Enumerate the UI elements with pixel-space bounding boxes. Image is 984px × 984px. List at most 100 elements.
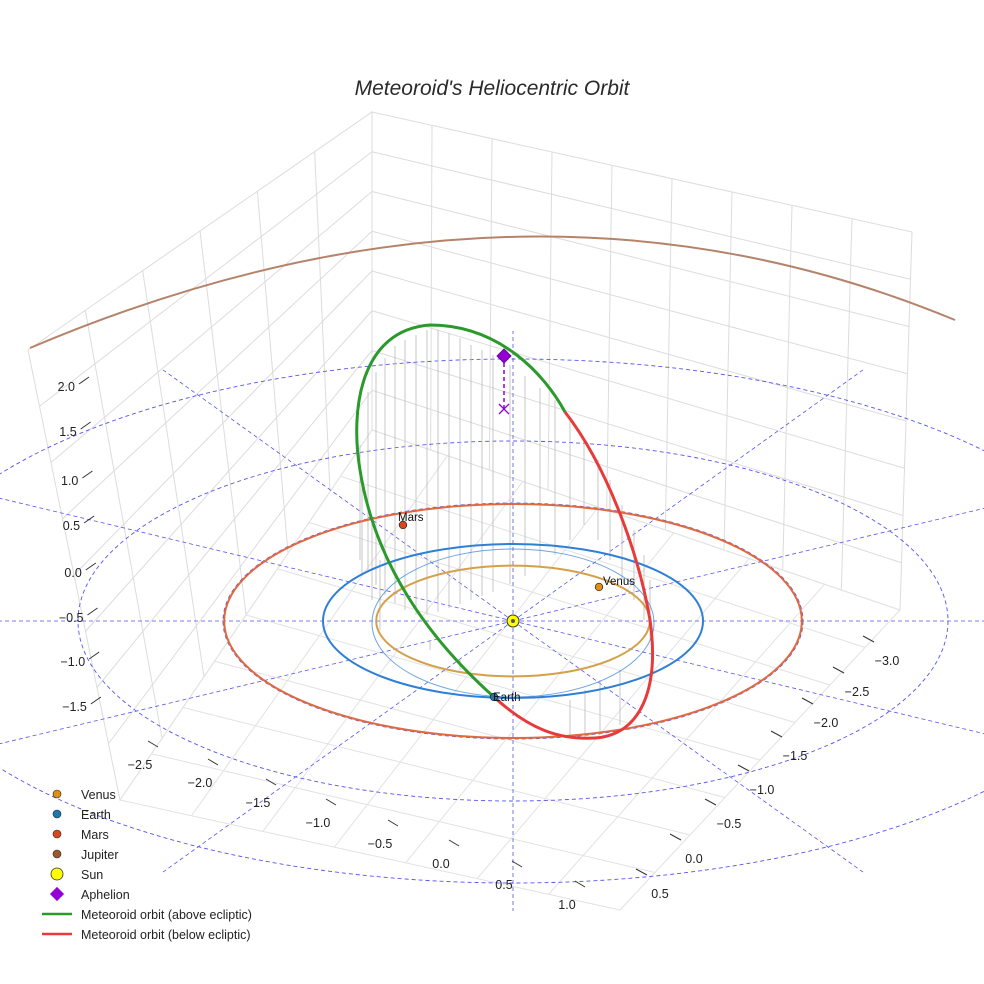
gridline: [108, 389, 373, 745]
z-tick-label: 2.0: [58, 380, 75, 394]
floor-gridline: [619, 609, 901, 911]
venus-label: Venus: [603, 576, 635, 588]
legend-meteoroid-below: Meteoroid orbit (below ecliptic): [81, 928, 251, 942]
legend-meteoroid-above: Meteoroid orbit (above ecliptic): [81, 908, 252, 922]
legend-jupiter-symbol: [52, 849, 62, 859]
x-tick-mark: [265, 778, 277, 786]
x-tick-mark: [147, 740, 159, 748]
x-axis: −2.5 −2.0 −1.5 −1.0 −0.5 0.0 0.5 1.0: [128, 740, 586, 912]
gridline: [50, 191, 373, 463]
reference-spoke: [162, 620, 514, 873]
legend-earth-symbol: [52, 809, 62, 819]
z-tick-label: 0.5: [63, 519, 80, 533]
y-tick-label: −2.5: [845, 685, 870, 699]
x-tick-mark: [325, 798, 337, 806]
legend-sun: Sun: [81, 868, 103, 882]
gridline: [371, 310, 905, 469]
floor-gridline: [548, 583, 825, 895]
planet-orbits: [29, 235, 956, 739]
legend-sun-symbol: [50, 867, 64, 881]
aphelion-marker: [496, 348, 512, 364]
gridline: [85, 310, 373, 632]
z-tick-label: 0.0: [64, 566, 81, 580]
floor-gridline: [182, 707, 691, 836]
z-tick-label: −1.0: [61, 655, 86, 669]
legend-venus-symbol: [52, 789, 62, 799]
z-tick-mark: [85, 562, 97, 571]
gridline: [39, 151, 373, 407]
y-tick-mark: [704, 798, 717, 806]
meteoroid-orbit-above: [355, 323, 567, 699]
y-axis: −3.0 −2.5 −2.0 −1.5 −1.0 −0.5 0.0 0.5: [635, 635, 899, 901]
gridline: [62, 230, 373, 520]
droplines: [359, 330, 651, 738]
reference-spoke: [0, 497, 514, 622]
x-tick-label: −0.5: [368, 837, 393, 851]
legend-earth: Earth: [81, 808, 111, 822]
gridline: [371, 350, 904, 516]
x-tick-label: 1.0: [558, 898, 575, 912]
earth-orbit-trace: [371, 548, 655, 698]
legend-aphelion-symbol: [49, 886, 65, 902]
venus-marker: [594, 582, 604, 592]
meteoroid-orbit-below: [492, 411, 655, 740]
reference-spoke: [512, 620, 864, 873]
legend-mars-symbol: [52, 829, 62, 839]
floor-gridline: [333, 506, 599, 848]
gridline: [371, 191, 910, 327]
reference-spoke: [512, 507, 984, 622]
floor-gridline: [214, 660, 726, 798]
x-tick-mark: [207, 758, 219, 766]
z-tick-mark: [80, 421, 91, 430]
legend: Venus Earth Mars Jupiter Sun Aphelion Me…: [42, 788, 252, 942]
z-tick-label: 1.0: [61, 474, 78, 488]
legend-jupiter: Jupiter: [81, 848, 119, 862]
z-tick-mark: [78, 376, 90, 385]
y-tick-mark: [862, 635, 875, 643]
x-tick-mark: [448, 839, 460, 847]
gridline: [73, 270, 373, 576]
legend-aphelion: Aphelion: [81, 888, 130, 902]
y-tick-mark: [669, 833, 682, 841]
mars-marker: [398, 520, 408, 530]
earth-marker: [489, 692, 499, 702]
mars-label: Mars: [398, 512, 424, 524]
floor-gridline: [308, 522, 831, 686]
reference-spoke: [512, 369, 864, 622]
floor-gridline: [245, 614, 761, 761]
floor-gridline: [340, 475, 866, 648]
back-wall-right: [371, 111, 913, 611]
floor-gridline: [262, 481, 524, 832]
y-tick-label: −1.5: [783, 749, 808, 763]
floor-gridline: [476, 558, 750, 879]
x-tick-label: −2.0: [188, 776, 213, 790]
floor-gridline: [151, 753, 656, 873]
y-tick-mark: [770, 730, 783, 738]
reference-spoke: [162, 369, 514, 622]
z-tick-label: −1.5: [62, 700, 87, 714]
y-tick-label: 0.0: [685, 852, 702, 866]
z-tick-mark: [88, 651, 100, 660]
sun-marker: [506, 614, 520, 628]
gridline: [371, 151, 911, 280]
mars-orbit: [223, 503, 803, 739]
chart-title: Meteoroid's Heliocentric Orbit: [355, 77, 631, 100]
y-tick-mark: [737, 764, 750, 772]
gridlines: [39, 125, 911, 911]
gridline: [96, 350, 373, 688]
legend-mars: Mars: [81, 828, 109, 842]
earth-label: Earth: [493, 692, 521, 704]
floor-gridline: [119, 429, 373, 801]
reference-spoke: [0, 620, 514, 745]
y-tick-mark: [801, 697, 814, 705]
legend-venus: Venus: [81, 788, 116, 802]
z-tick-mark: [83, 515, 95, 524]
y-tick-label: −0.5: [717, 817, 742, 831]
gridline: [371, 270, 907, 422]
y-tick-label: −2.0: [814, 716, 839, 730]
y-tick-label: −1.0: [750, 783, 775, 797]
z-tick-label: −0.5: [59, 611, 84, 625]
aphelion-projection-marker: [498, 403, 510, 415]
x-tick-label: −1.5: [246, 796, 271, 810]
